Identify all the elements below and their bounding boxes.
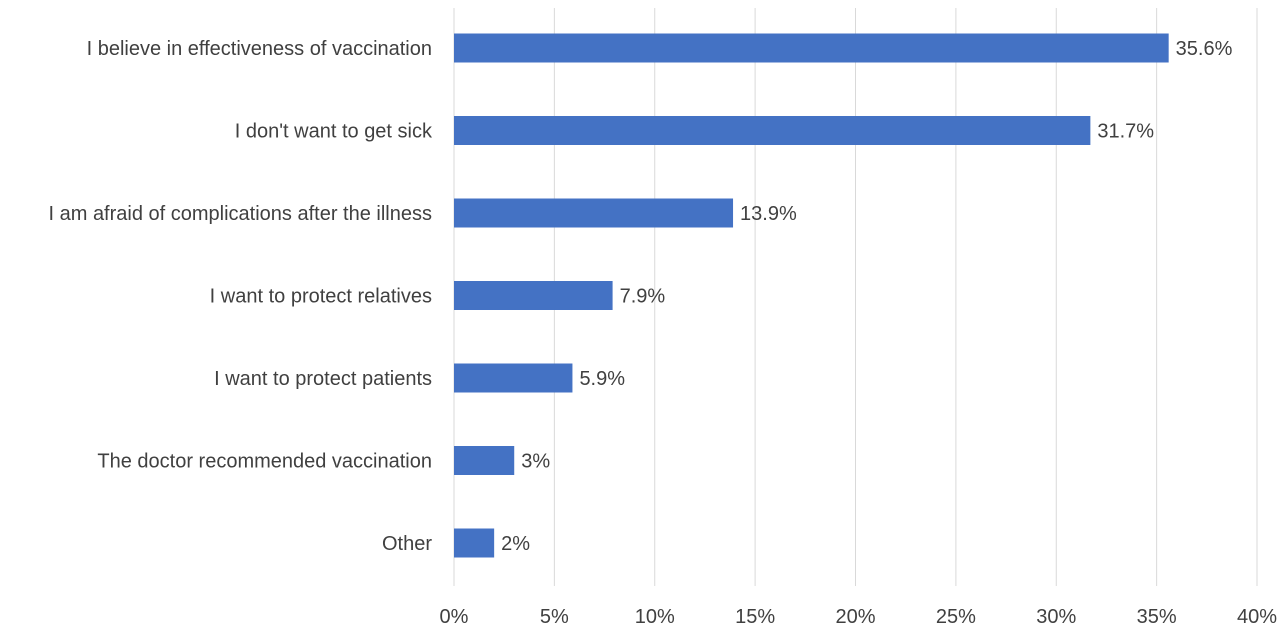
bar [454, 446, 515, 475]
data-label: 2% [501, 533, 530, 555]
data-label: 3% [521, 451, 550, 473]
x-tick-label: 40% [1237, 606, 1277, 623]
gridlines [453, 8, 1258, 586]
category-label: The doctor recommended vaccination [97, 451, 432, 473]
category-label: I am afraid of complications after the i… [48, 203, 432, 225]
x-tick-label: 25% [936, 606, 976, 623]
x-tick-label: 15% [735, 606, 775, 623]
category-labels: I believe in effectiveness of vaccinatio… [48, 38, 433, 555]
x-tick-label: 20% [835, 606, 875, 623]
x-axis-ticks: 0% 5% 10% 15% 20% 25% 30% 35% 40% [440, 606, 1278, 623]
x-tick-label: 30% [1036, 606, 1076, 623]
x-tick-label: 0% [440, 606, 469, 623]
x-tick-label: 10% [635, 606, 675, 623]
category-label: I want to protect relatives [210, 286, 432, 308]
category-label: I want to protect patients [214, 368, 432, 390]
category-label: Other [382, 533, 432, 555]
bar [454, 116, 1091, 145]
bars [454, 33, 1169, 558]
x-tick-label: 35% [1137, 606, 1177, 623]
data-labels: 35.6% 31.7% 13.9% 7.9% 5.9% 3% 2% [501, 38, 1232, 555]
data-label: 7.9% [620, 286, 666, 308]
data-label: 13.9% [740, 203, 797, 225]
data-label: 5.9% [579, 368, 625, 390]
data-label: 31.7% [1097, 121, 1154, 143]
data-label: 35.6% [1176, 38, 1233, 60]
x-tick-label: 5% [540, 606, 569, 623]
bar [454, 33, 1169, 63]
bar [454, 363, 573, 393]
bar [454, 198, 734, 228]
bar [454, 281, 613, 310]
category-label: I don't want to get sick [235, 121, 433, 143]
category-label: I believe in effectiveness of vaccinatio… [87, 38, 432, 60]
bar [454, 528, 495, 558]
